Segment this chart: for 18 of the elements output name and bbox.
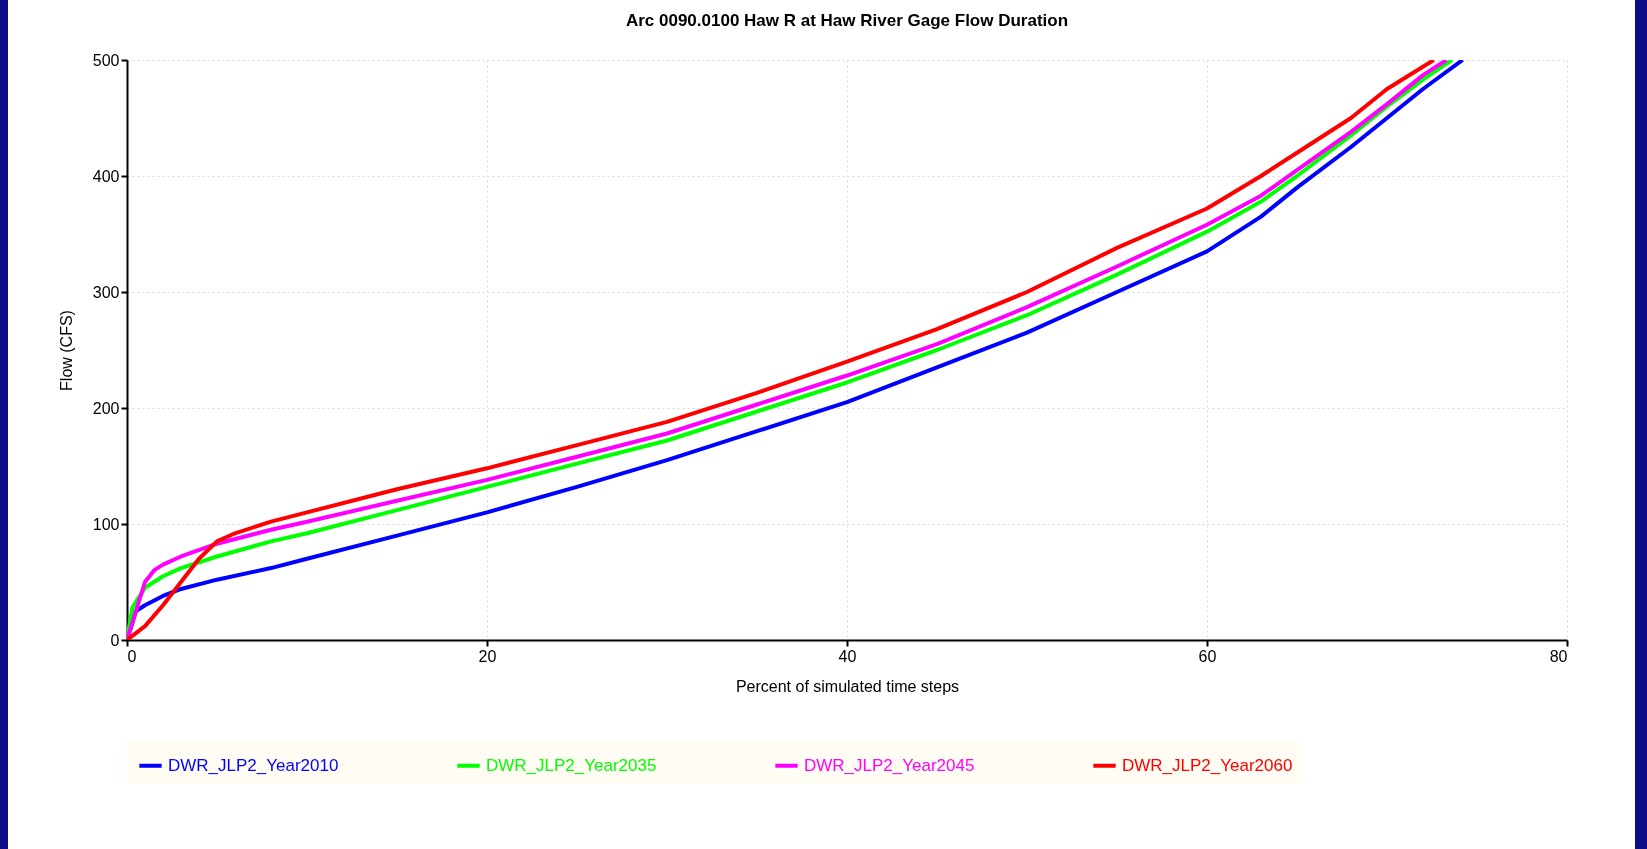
x-tick-label: 20 [478,647,497,665]
legend-label: DWR_JLP2_Year2045 [804,755,975,775]
y-tick-label: 500 [92,51,120,69]
x-axis-title: Percent of simulated time steps [735,677,960,695]
y-tick-label: 200 [92,399,120,417]
legend-label: DWR_JLP2_Year2035 [486,755,657,775]
chart-title: Arc 0090.0100 Haw R at Haw River Gage Flow Duration [625,11,1069,30]
x-tick-label: 60 [1198,647,1217,665]
y-tick-label: 0 [110,631,120,649]
x-tick-label: 80 [1549,647,1568,665]
x-tick-label: 0 [127,647,137,665]
legend-label: DWR_JLP2_Year2010 [168,755,339,775]
y-axis-title: Flow (CFS) [57,310,75,391]
y-tick-label: 300 [92,283,120,301]
legend-label: DWR_JLP2_Year2060 [1122,755,1293,775]
y-tick-label: 100 [92,515,120,533]
y-tick-label: 400 [92,167,120,185]
x-tick-label: 40 [838,647,857,665]
